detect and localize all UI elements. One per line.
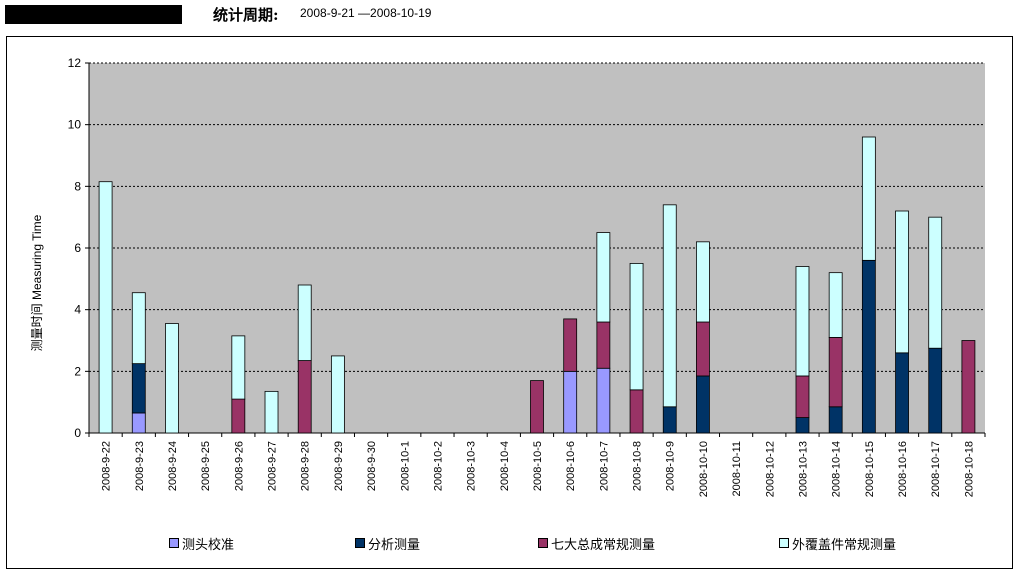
bar-segment-1 (563, 370, 578, 434)
legend-swatch-seven (538, 538, 548, 548)
x-tick-label: 2008-10-7 (598, 441, 610, 491)
bar-segment-2 (861, 259, 876, 434)
x-tick-label: 2008-10-3 (466, 441, 478, 491)
bar-segment-1 (596, 367, 611, 434)
redacted-block (5, 5, 182, 24)
bar-segment-3 (530, 380, 544, 434)
y-tick-label: 10 (68, 118, 82, 132)
bar-segment-2 (928, 347, 943, 434)
legend-label-seven: 七大总成常规测量 (551, 537, 656, 553)
legend-swatch-outer (779, 538, 789, 548)
y-tick-label: 8 (74, 179, 81, 193)
legend-label-analysis: 分析测量 (368, 537, 421, 553)
bar-segment-4 (231, 335, 246, 400)
bar-segment-4 (828, 272, 843, 338)
period-label: 统计周期: (213, 6, 279, 24)
x-tick-label: 2008-9-29 (333, 441, 345, 491)
legend-swatch-calib (169, 538, 179, 548)
bar-segment-3 (795, 375, 810, 418)
legend-item-outer: 外覆盖件常规测量 (779, 534, 897, 553)
legend-item-calib: 测头校准 (169, 534, 235, 553)
bar-segment-3 (297, 360, 312, 434)
bar-segment-4 (795, 266, 810, 377)
x-tick-label: 2008-10-14 (831, 441, 843, 497)
x-tick-label: 2008-10-12 (764, 441, 776, 497)
bar-segment-4 (264, 390, 279, 434)
bar-segment-4 (297, 284, 312, 361)
x-tick-label: 2008-10-15 (864, 441, 876, 497)
x-tick-label: 2008-9-30 (366, 441, 378, 491)
stacked-bar-chart: 0 2 4 6 8 10 12 2008-9-22 2008-9-23 2008-9-24 2008… (30, 56, 986, 497)
x-tick-label: 2008-10-4 (499, 441, 511, 491)
y-tick-label: 6 (74, 241, 81, 255)
x-tick-label: 2008-10-6 (565, 441, 577, 491)
chart-frame: 0 2 4 6 8 10 12 2008-9-22 2008-9-23 2008-9-24 2008… (6, 36, 1013, 569)
bar-segment-4 (596, 232, 611, 323)
x-tick-label: 2008-10-1 (399, 441, 411, 491)
x-tick-label: 2008-10-2 (432, 441, 444, 491)
y-tick-label: 4 (74, 303, 81, 317)
x-tick-label: 2008-9-23 (134, 441, 146, 491)
bar-segment-3 (696, 321, 710, 377)
y-tick-label: 0 (74, 426, 81, 440)
x-tick-label: 2008-10-5 (532, 441, 544, 491)
legend-label-outer: 外覆盖件常规测量 (792, 537, 897, 553)
bar-segment-3 (596, 321, 611, 369)
legend-item-seven: 七大总成常规测量 (538, 534, 656, 553)
y-tick-label: 12 (68, 56, 82, 70)
x-tick-label: 2008-10-16 (897, 441, 909, 497)
bar-segment-3 (961, 340, 976, 434)
y-tick-label: 2 (74, 364, 81, 378)
bar-segment-4 (895, 210, 909, 354)
bar-segment-3 (563, 318, 578, 372)
legend-label-calib: 测头校准 (182, 537, 235, 553)
bar-segment-4 (662, 204, 677, 408)
bar-segment-2 (795, 417, 810, 434)
period-value: 2008-9-21 —2008-10-19 (300, 6, 432, 20)
bar-segment-2 (696, 375, 710, 434)
x-tick-label: 2008-9-22 (101, 441, 113, 491)
bar-segment-4 (861, 136, 876, 261)
x-tick-label: 2008-9-27 (267, 441, 279, 491)
bar-segment-4 (629, 263, 644, 391)
x-tick-label: 2008-10-13 (797, 441, 809, 497)
bar-segment-4 (928, 216, 943, 349)
bar-segment-4 (696, 241, 710, 323)
x-tick-label: 2008-10-11 (731, 441, 743, 496)
x-tick-label: 2008-10-18 (963, 441, 975, 497)
bar-segment-3 (629, 389, 644, 434)
bar-segment-2 (131, 363, 146, 414)
bar-segment-2 (895, 352, 909, 434)
x-tick-label: 2008-9-25 (200, 441, 212, 491)
x-tick-label: 2008-9-24 (167, 441, 179, 491)
x-tick-label: 2008-9-26 (233, 441, 245, 491)
y-axis-label: 测量时间 Measuring Time (30, 214, 44, 351)
bar-segment-3 (231, 398, 246, 434)
legend-item-analysis: 分析测量 (355, 534, 421, 553)
bar-segment-4 (98, 181, 113, 434)
bar-segment-4 (330, 355, 345, 434)
bar-segment-2 (662, 406, 677, 434)
x-tick-label: 2008-10-17 (930, 441, 942, 497)
x-tick-label: 2008-10-8 (632, 441, 644, 491)
bar-segment-1 (131, 412, 146, 434)
plot-area: 0 2 4 6 8 10 12 2008-9-22 2008-9-23 2008-9-24 2008… (68, 56, 986, 497)
legend-swatch-analysis (355, 538, 365, 548)
bar-segment-3 (828, 337, 843, 408)
bar-segment-4 (165, 323, 179, 434)
x-tick-label: 2008-9-28 (300, 441, 312, 491)
bar-segment-4 (131, 292, 146, 365)
bar-segment-2 (828, 406, 843, 434)
x-tick-label: 2008-10-9 (665, 441, 677, 491)
x-tick-label: 2008-10-10 (698, 441, 710, 497)
